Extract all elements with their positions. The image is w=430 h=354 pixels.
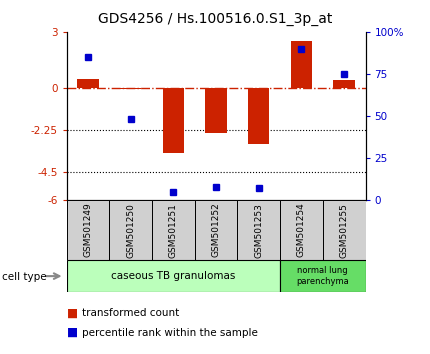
- Text: caseous TB granulomas: caseous TB granulomas: [111, 271, 236, 281]
- Bar: [67, 200, 109, 260]
- Text: GSM501254: GSM501254: [297, 203, 306, 257]
- Text: ■: ■: [67, 307, 78, 320]
- Text: GSM501249: GSM501249: [83, 203, 92, 257]
- Text: ■: ■: [67, 326, 78, 339]
- Bar: [77, 79, 98, 88]
- Text: percentile rank within the sample: percentile rank within the sample: [82, 328, 258, 338]
- Bar: [280, 200, 323, 260]
- Text: GSM501255: GSM501255: [340, 202, 349, 258]
- Text: GDS4256 / Hs.100516.0.S1_3p_at: GDS4256 / Hs.100516.0.S1_3p_at: [98, 12, 332, 27]
- Text: GSM501253: GSM501253: [254, 202, 263, 258]
- Text: cell type: cell type: [2, 272, 47, 282]
- Text: GSM501250: GSM501250: [126, 202, 135, 258]
- Bar: [152, 200, 195, 260]
- Bar: [109, 200, 152, 260]
- Bar: [120, 88, 141, 89]
- Bar: [195, 200, 237, 260]
- Bar: [237, 200, 280, 260]
- Bar: [206, 88, 227, 133]
- Bar: [163, 88, 184, 153]
- Bar: [248, 88, 270, 144]
- Bar: [334, 80, 355, 88]
- Text: normal lung
parenchyma: normal lung parenchyma: [296, 267, 349, 286]
- Bar: [323, 200, 366, 260]
- Text: transformed count: transformed count: [82, 308, 179, 318]
- Bar: [291, 41, 312, 88]
- FancyBboxPatch shape: [67, 260, 280, 292]
- Text: GSM501252: GSM501252: [212, 203, 221, 257]
- FancyBboxPatch shape: [280, 260, 366, 292]
- Text: GSM501251: GSM501251: [169, 202, 178, 258]
